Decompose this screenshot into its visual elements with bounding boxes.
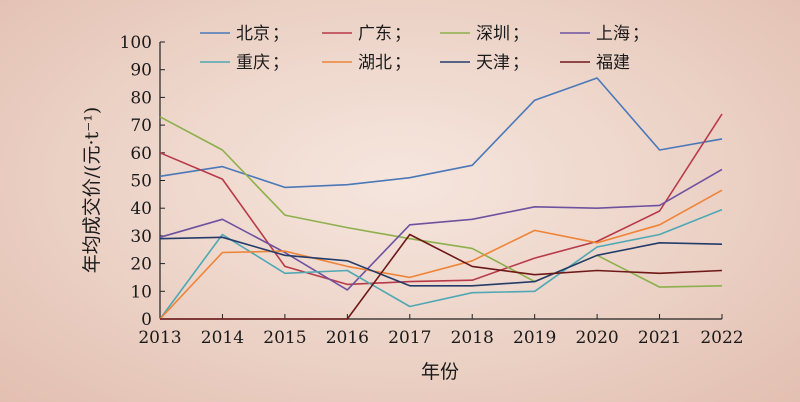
legend-label: 深圳 — [476, 24, 510, 44]
legend-label: 重庆 — [236, 53, 270, 73]
legend-label: 福建 — [596, 53, 630, 73]
x-tick-label: 2016 — [326, 328, 369, 348]
y-tick-label: 60 — [130, 144, 152, 164]
y-tick-label: 50 — [130, 172, 152, 192]
y-tick-label: 90 — [130, 61, 152, 81]
legend-item-8: 福建 — [560, 53, 630, 73]
series-line-8 — [160, 233, 723, 320]
legend-item-2: 广东； — [322, 24, 411, 44]
legend-label: 上海 — [596, 24, 630, 44]
x-axis-title: 年份 — [421, 361, 459, 383]
x-tick-label: 2017 — [388, 328, 431, 348]
y-axis-title: 年均成交价/(元·t⁻¹) — [81, 107, 103, 274]
y-tick-label: 70 — [130, 116, 152, 136]
x-tick-label: 2015 — [263, 328, 306, 348]
x-tick-label: 2020 — [575, 328, 618, 348]
series-line-2 — [159, 113, 723, 286]
legend-separator: ； — [632, 24, 649, 44]
legend-item-4: 上海； — [560, 24, 649, 44]
y-tick-label: 80 — [130, 88, 152, 108]
legend-item-7: 天津； — [440, 53, 529, 73]
y-tick-label: 20 — [130, 255, 152, 275]
x-tick-label: 2018 — [451, 328, 494, 348]
y-tick-label: 30 — [130, 227, 152, 247]
x-tick-label: 2014 — [201, 328, 244, 348]
x-tick-label: 2019 — [513, 328, 556, 348]
legend-separator: ； — [394, 53, 411, 73]
legend-item-6: 湖北； — [322, 53, 411, 73]
x-tick-label: 2022 — [700, 328, 743, 348]
plot-area: 0 10 20 30 40 50 60 70 80 90 100 2013 2014 2015 2016 20… — [120, 33, 744, 348]
legend-label: 湖北 — [358, 53, 392, 73]
legend-separator: ； — [512, 53, 529, 73]
series-line-3 — [159, 116, 723, 288]
y-tick-label: 40 — [130, 199, 152, 219]
series-line-4 — [159, 168, 723, 291]
x-tick-label: 2013 — [138, 328, 181, 348]
series-line-7 — [159, 236, 723, 287]
legend-item-1: 北京； — [200, 24, 289, 44]
series-line-5 — [159, 208, 723, 320]
legend-separator: ； — [272, 53, 289, 73]
legend-label: 广东 — [358, 24, 392, 44]
legend-separator: ； — [394, 24, 411, 44]
legend: 北京；广东；深圳；上海 ；重庆；湖北；天津；福建 — [200, 24, 649, 73]
legend-label: 北京 — [236, 24, 270, 44]
legend-item-5: 重庆； — [200, 53, 289, 73]
y-tick-label: 100 — [120, 33, 152, 53]
legend-separator: ； — [512, 24, 529, 44]
legend-item-3: 深圳； — [440, 24, 529, 44]
x-tick-label: 2021 — [638, 328, 681, 348]
y-tick-label: 0 — [141, 310, 152, 330]
legend-separator: ； — [272, 24, 289, 44]
y-tick-label: 10 — [130, 282, 152, 302]
series-line-6 — [159, 189, 723, 320]
legend-label: 天津 — [476, 53, 510, 73]
series-line-1 — [159, 77, 723, 189]
